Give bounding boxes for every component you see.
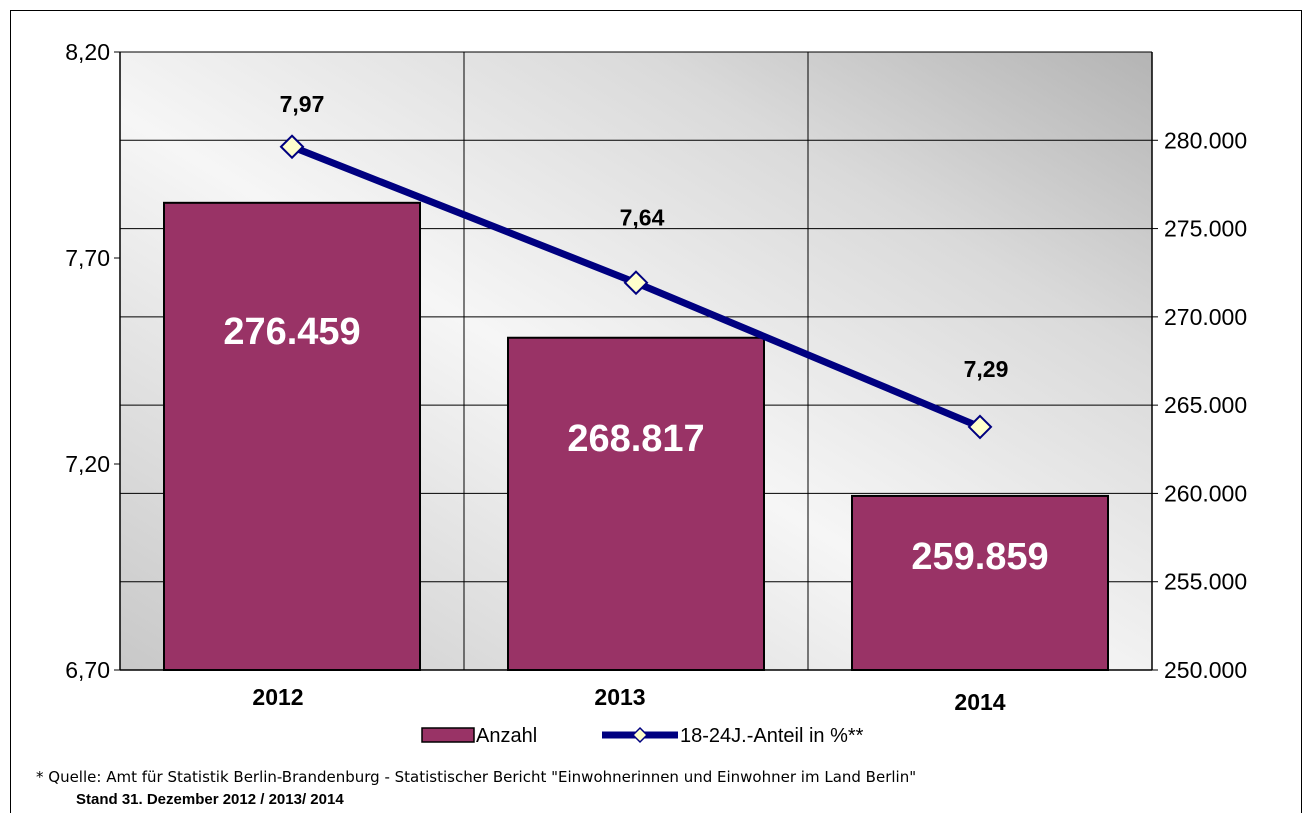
line-point [623, 270, 649, 296]
source-note: * Quelle: Amt für Statistik Berlin-Brand… [36, 768, 917, 786]
bar [163, 201, 421, 671]
x-tick-label: 2014 [954, 689, 1005, 715]
legend-bar-label: Anzahl [476, 725, 537, 747]
bar [851, 494, 1109, 672]
chart-frame [10, 10, 1302, 813]
bar-value-label: 268.817 [567, 418, 704, 460]
y-left-tick-label: 7,20 [65, 451, 110, 477]
y-right-tick-label: 280.000 [1164, 127, 1247, 153]
y-right-tick-label: 250.000 [1164, 657, 1247, 683]
stand-note: Stand 31. Dezember 2012 / 2013/ 2014 [76, 791, 344, 808]
bar [507, 336, 765, 671]
y-right-tick-label: 255.000 [1164, 569, 1247, 595]
line-value-label: 7,29 [964, 356, 1009, 382]
legend-line-marker [631, 726, 649, 744]
line-value-label: 7,97 [280, 91, 325, 117]
y-right-tick-label: 275.000 [1164, 216, 1247, 242]
x-tick-label: 2013 [594, 684, 645, 710]
bar-value-label: 259.859 [911, 536, 1048, 578]
x-tick-label: 2012 [252, 684, 303, 710]
y-right-tick-label: 265.000 [1164, 392, 1247, 418]
line-value-label: 7,64 [620, 205, 665, 231]
y-left-tick-label: 8,20 [65, 39, 110, 65]
y-right-tick-label: 260.000 [1164, 480, 1247, 506]
legend-bar-swatch [421, 727, 475, 743]
y-right-tick-label: 270.000 [1164, 304, 1247, 330]
line-point [279, 134, 305, 160]
bar-value-label: 276.459 [223, 311, 360, 353]
legend-line-label: 18-24J.-Anteil in %** [680, 725, 864, 747]
y-left-tick-label: 6,70 [65, 657, 110, 683]
line-point [967, 414, 993, 440]
y-left-tick-label: 7,70 [65, 245, 110, 271]
